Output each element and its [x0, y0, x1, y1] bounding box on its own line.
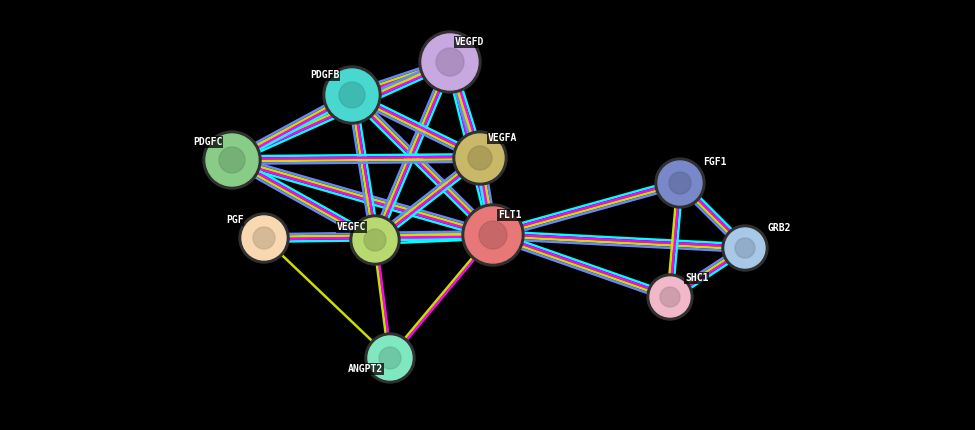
- Text: FGF1: FGF1: [703, 157, 726, 167]
- Circle shape: [253, 227, 275, 249]
- Circle shape: [326, 69, 378, 121]
- Text: VEGFC: VEGFC: [337, 222, 367, 232]
- Circle shape: [419, 31, 481, 93]
- Circle shape: [735, 238, 755, 258]
- Circle shape: [422, 34, 478, 90]
- Text: VEGFD: VEGFD: [455, 37, 485, 47]
- Text: VEGFA: VEGFA: [488, 133, 518, 143]
- Circle shape: [379, 347, 401, 369]
- Text: PGF: PGF: [226, 215, 244, 225]
- Circle shape: [669, 172, 691, 194]
- Circle shape: [203, 131, 261, 189]
- Circle shape: [239, 213, 289, 263]
- Circle shape: [206, 134, 258, 186]
- Circle shape: [479, 221, 507, 249]
- Circle shape: [722, 225, 768, 271]
- Circle shape: [650, 277, 690, 317]
- Circle shape: [468, 146, 492, 170]
- Circle shape: [350, 215, 400, 265]
- Circle shape: [364, 229, 386, 251]
- Circle shape: [365, 333, 415, 383]
- Text: PDGFB: PDGFB: [310, 70, 339, 80]
- Circle shape: [323, 66, 381, 124]
- Circle shape: [465, 207, 521, 263]
- Text: GRB2: GRB2: [768, 223, 792, 233]
- Text: ANGPT2: ANGPT2: [348, 364, 383, 374]
- Circle shape: [658, 161, 702, 205]
- Circle shape: [647, 274, 693, 320]
- Circle shape: [219, 147, 245, 173]
- Circle shape: [242, 216, 286, 260]
- Text: FLT1: FLT1: [498, 210, 522, 220]
- Circle shape: [655, 158, 705, 208]
- Circle shape: [353, 218, 397, 262]
- Circle shape: [456, 134, 504, 182]
- Circle shape: [725, 228, 765, 268]
- Circle shape: [453, 131, 507, 185]
- Circle shape: [368, 336, 412, 380]
- Circle shape: [339, 82, 365, 108]
- Text: PDGFC: PDGFC: [193, 137, 222, 147]
- Circle shape: [462, 204, 524, 266]
- Text: SHC1: SHC1: [685, 273, 709, 283]
- Circle shape: [436, 48, 464, 76]
- Circle shape: [660, 287, 680, 307]
